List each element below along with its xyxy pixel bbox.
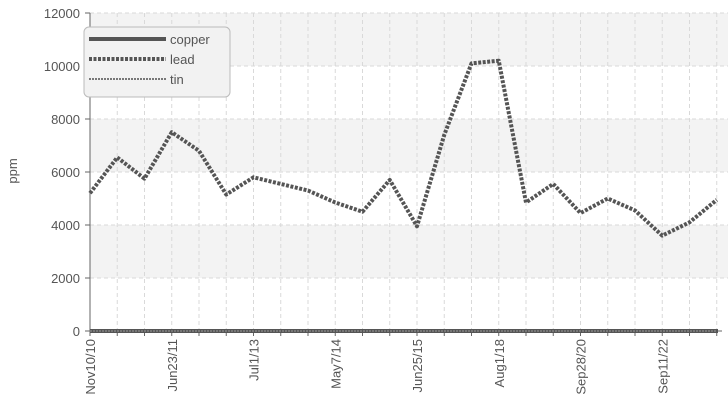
- y-tick-label: 4000: [51, 218, 80, 233]
- legend-label-copper: copper: [170, 32, 210, 47]
- legend-label-tin: tin: [170, 72, 184, 87]
- series-line-lead: [88, 58, 719, 238]
- series-lines: [88, 58, 719, 333]
- legend-label-lead: lead: [170, 52, 195, 67]
- y-tick-label: 2000: [51, 271, 80, 286]
- x-tick-label: Jun23/11: [165, 339, 180, 392]
- background-band: [90, 225, 728, 278]
- x-tick-label: Aug1/18: [492, 339, 507, 387]
- y-tick-label: 12000: [44, 6, 80, 21]
- x-tick-label: Sep11/22: [655, 339, 670, 394]
- x-tick-label: Jul1/13: [247, 339, 262, 381]
- x-tick-label: Sep28/20: [574, 339, 589, 395]
- y-tick-label: 8000: [51, 112, 80, 127]
- background-band: [90, 119, 728, 172]
- y-tick-label: 6000: [51, 165, 80, 180]
- y-tick-labels: 0 2000 4000 6000 8000 10000 12000: [44, 6, 80, 339]
- legend[interactable]: copper lead tin: [83, 26, 231, 98]
- y-tick-label: 10000: [44, 59, 80, 74]
- x-tick-label: Jun25/15: [410, 339, 425, 393]
- x-tick-label: May7/14: [328, 339, 343, 389]
- x-tick-labels: Nov10/10 Jun23/11 Jul1/13 May7/14 Jun25/15 Au…: [83, 339, 670, 395]
- y-tick-label: 0: [73, 324, 80, 339]
- background-bands: [90, 13, 728, 278]
- y-axis-label: ppm: [5, 158, 20, 183]
- x-tick-label: Nov10/10: [83, 339, 98, 395]
